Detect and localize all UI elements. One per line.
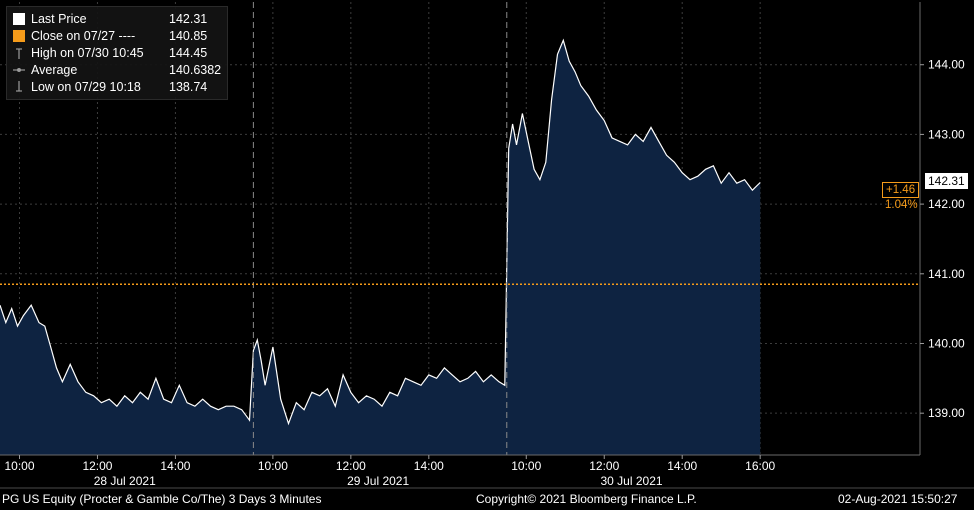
average-marker-icon xyxy=(13,68,25,72)
footer-copyright: Copyright© 2021 Bloomberg Finance L.P. xyxy=(476,492,697,506)
x-tick-label: 14:00 xyxy=(414,459,444,473)
change-abs-badge: +1.46 xyxy=(882,182,920,198)
area-layer xyxy=(0,38,761,456)
footer-security-description: PG US Equity (Procter & Gamble Co/The) 3… xyxy=(2,492,322,506)
price-area xyxy=(0,40,761,456)
legend-value: 144.45 xyxy=(169,46,208,60)
y-tick-label: 142.00 xyxy=(928,197,965,211)
legend-label: Close on 07/27 ---- xyxy=(31,29,136,43)
price-line xyxy=(0,38,761,426)
x-tick-label: 16:00 xyxy=(745,459,775,473)
legend-value: 140.85 xyxy=(169,29,208,43)
high-marker-icon xyxy=(16,48,22,59)
legend-label: Average xyxy=(31,63,78,77)
legend-label: Low on 07/29 10:18 xyxy=(31,80,141,94)
x-tick-label: 12:00 xyxy=(336,459,366,473)
day-label: 29 Jul 2021 xyxy=(347,474,409,488)
legend-item-high: High on 07/30 10:45 144.45 xyxy=(7,45,227,61)
x-tick-label: 10:00 xyxy=(258,459,288,473)
x-tick-label: 12:00 xyxy=(589,459,619,473)
legend-item-average: Average 140.6382 xyxy=(7,62,227,78)
legend-item-close: Close on 07/27 ---- 140.85 xyxy=(7,28,227,44)
white-square-icon xyxy=(13,13,25,25)
orange-square-icon xyxy=(13,30,25,42)
day-label: 28 Jul 2021 xyxy=(94,474,156,488)
legend-item-last-price: Last Price 142.31 xyxy=(7,11,227,27)
legend-panel: Last Price 142.31 Close on 07/27 ---- 14… xyxy=(6,6,228,100)
y-tick-label: 140.00 xyxy=(928,336,965,350)
y-tick-label: 144.00 xyxy=(928,58,965,72)
x-tick-label: 12:00 xyxy=(82,459,112,473)
x-tick-label: 14:00 xyxy=(160,459,190,473)
legend-item-low: Low on 07/29 10:18 138.74 xyxy=(7,79,227,95)
day-label: 30 Jul 2021 xyxy=(600,474,662,488)
x-tick-label: 10:00 xyxy=(4,459,34,473)
legend-value: 140.6382 xyxy=(169,63,222,77)
y-tick-label: 141.00 xyxy=(928,267,965,281)
legend-label: Last Price xyxy=(31,12,87,26)
reference-layer xyxy=(0,2,920,455)
y-tick-label: 139.00 xyxy=(928,406,965,420)
x-tick-label: 14:00 xyxy=(667,459,697,473)
legend-label: High on 07/30 10:45 xyxy=(31,46,144,60)
legend-value: 138.74 xyxy=(169,80,208,94)
axis-layer: 139.00 140.00 141.00 142.00 143.00 144.00 10:0… xyxy=(0,2,974,489)
last-price-badge: 142.31 xyxy=(925,173,968,189)
low-marker-icon xyxy=(16,81,22,92)
y-tick-label: 143.00 xyxy=(928,127,965,141)
legend-value: 142.31 xyxy=(169,12,208,26)
x-tick-label: 10:00 xyxy=(511,459,541,473)
change-pct-badge: 1.04% xyxy=(885,199,918,211)
footer-timestamp: 02-Aug-2021 15:50:27 xyxy=(838,492,958,506)
